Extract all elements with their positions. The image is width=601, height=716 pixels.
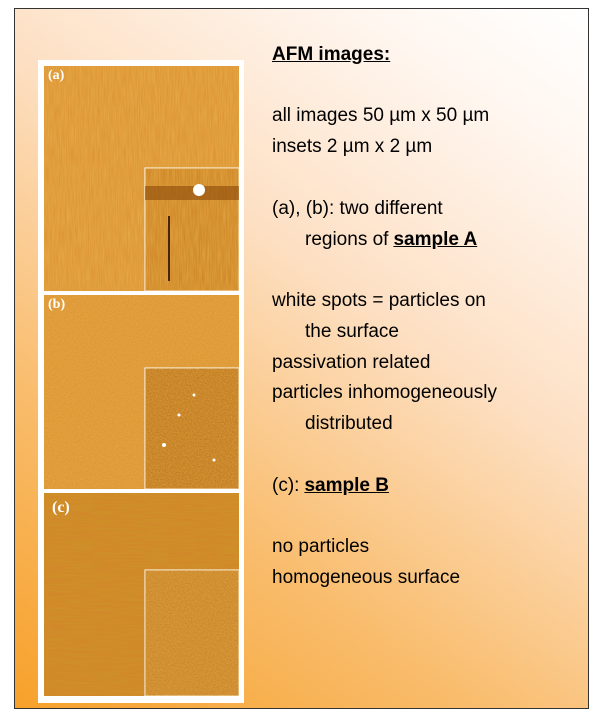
text-line: distributed	[305, 413, 393, 435]
image-label: (c)	[52, 499, 70, 517]
image-label: (a)	[48, 68, 64, 84]
emphasis: sample A	[393, 229, 477, 250]
text-line: insets 2 µm x 2 µm	[272, 136, 432, 158]
heading: AFM images:	[272, 44, 390, 66]
text-line: homogeneous surface	[272, 567, 460, 589]
image-column: (a) (b) (c)	[38, 60, 244, 703]
text-span: regions of	[305, 229, 388, 250]
image-label: (b)	[48, 297, 65, 313]
text-line: passivation related	[272, 352, 430, 374]
text-line: particles inhomogeneously	[272, 382, 497, 404]
text-line: (a), (b): two different	[272, 198, 443, 220]
afm-image-c: (c)	[44, 493, 239, 696]
emphasis: sample B	[304, 475, 388, 496]
text-line: all images 50 µm x 50 µm	[272, 105, 489, 127]
slide: (a) (b) (c) AFM images: all images 50	[0, 0, 601, 716]
text-line: no particles	[272, 536, 369, 558]
text-line: white spots = particles on	[272, 290, 486, 312]
afm-image-b: (b)	[44, 295, 239, 489]
text-line: the surface	[305, 321, 399, 343]
text-line: (c):sample B	[272, 475, 389, 497]
text-span: (c):	[272, 475, 299, 496]
afm-image-a: (a)	[44, 66, 239, 291]
